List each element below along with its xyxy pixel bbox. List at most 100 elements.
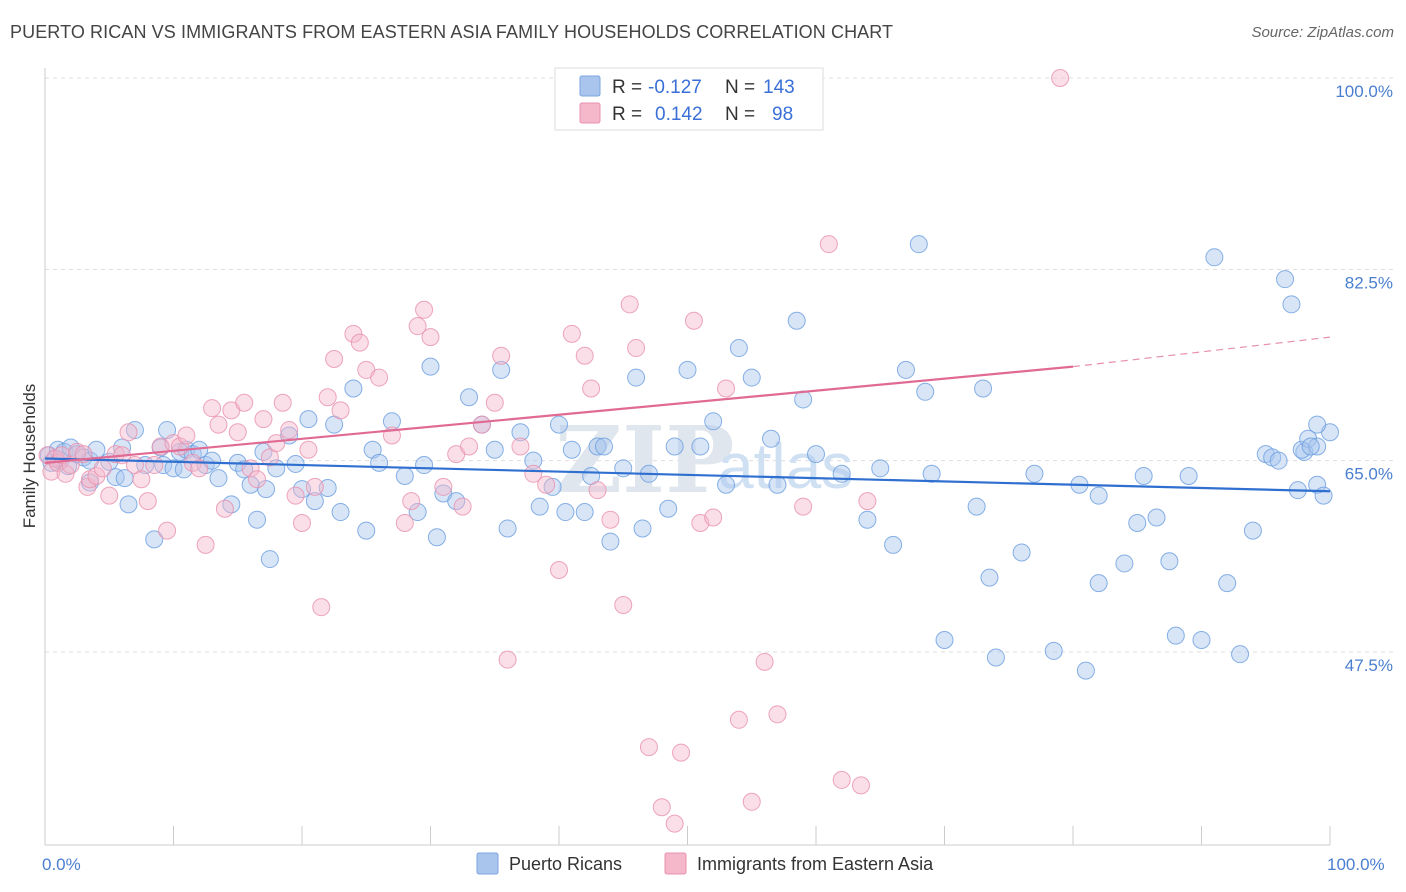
point-s0-46 <box>305 492 324 511</box>
legend-n-label-1: N = <box>725 104 755 125</box>
point-s1-90 <box>755 652 774 671</box>
chart-title: PUERTO RICAN VS IMMIGRANTS FROM EASTERN … <box>10 22 894 42</box>
point-s0-131 <box>1282 295 1301 314</box>
point-s1-65 <box>485 393 504 412</box>
point-s0-53 <box>370 453 389 472</box>
legend-r-value-0: -0.127 <box>648 77 702 98</box>
point-s1-27 <box>190 459 209 478</box>
point-s1-94 <box>832 770 851 789</box>
point-s1-95 <box>851 776 870 795</box>
point-s1-79 <box>627 339 646 358</box>
point-s1-18 <box>132 470 151 489</box>
point-s1-14 <box>106 445 125 464</box>
point-s0-107 <box>980 568 999 587</box>
point-s0-136 <box>1269 451 1288 470</box>
point-s0-37 <box>248 510 267 529</box>
point-s1-93 <box>819 235 838 254</box>
point-s1-71 <box>550 561 568 579</box>
point-s1-46 <box>312 598 331 617</box>
point-s0-104 <box>935 630 954 649</box>
point-s0-65 <box>492 360 511 379</box>
x-tick-label-max: 100.0% <box>1327 855 1385 874</box>
trend-line-eastern-asia-extension <box>1072 336 1331 368</box>
point-s0-51 <box>357 521 376 540</box>
legend-top: R = -0.127 N = 143 R = 0.142 N = 98 <box>554 67 824 131</box>
point-s1-12 <box>93 459 112 478</box>
point-s0-68 <box>524 451 543 470</box>
point-s0-83 <box>659 499 678 518</box>
point-s0-119 <box>1147 508 1166 527</box>
point-s0-101 <box>909 235 928 254</box>
point-s0-20 <box>145 530 164 549</box>
point-s1-96 <box>858 492 877 511</box>
point-s1-58 <box>415 300 434 319</box>
point-s1-22 <box>158 521 177 540</box>
point-s0-58 <box>421 357 440 376</box>
trend-line-puerto-ricans <box>44 457 1331 493</box>
legend-bottom: Puerto Ricans Immigrants from Eastern As… <box>476 852 934 875</box>
point-s1-16 <box>119 423 138 442</box>
point-s1-74 <box>582 379 601 398</box>
point-s0-91 <box>762 429 781 448</box>
point-s0-142 <box>1301 437 1320 456</box>
point-s0-74 <box>575 503 594 522</box>
point-s0-120 <box>1160 552 1179 571</box>
point-s1-82 <box>665 814 684 833</box>
series-immigrants-eastern-asia <box>38 69 1070 833</box>
point-s1-31 <box>215 499 234 518</box>
point-s0-134 <box>1308 475 1327 494</box>
y-tick-label-0: 47.5% <box>1345 656 1393 675</box>
point-s0-100 <box>896 360 915 379</box>
point-s0-59 <box>427 528 446 547</box>
point-s0-109 <box>1012 543 1031 562</box>
point-s1-80 <box>639 738 658 757</box>
point-s0-122 <box>1179 466 1198 485</box>
point-s1-67 <box>498 650 517 669</box>
point-s1-60 <box>434 477 453 496</box>
point-s0-114 <box>1089 486 1108 505</box>
point-s0-117 <box>1128 513 1147 532</box>
point-s0-81 <box>633 519 652 538</box>
point-s0-47 <box>318 479 337 497</box>
legend-swatch-eastern-asia <box>579 102 601 124</box>
point-s0-103 <box>922 464 941 483</box>
point-s0-78 <box>601 532 620 551</box>
point-s1-11 <box>87 466 106 485</box>
point-s0-89 <box>729 339 748 358</box>
y-tick-labels: 47.5% 65.0% 82.5% 100.0% <box>1335 82 1393 675</box>
point-s1-20 <box>145 456 164 475</box>
point-s0-116 <box>1115 554 1134 573</box>
point-s0-135 <box>1314 486 1333 505</box>
point-s1-56 <box>402 492 421 511</box>
point-s0-93 <box>787 311 806 330</box>
point-s0-90 <box>742 368 761 387</box>
point-s0-121 <box>1166 626 1185 645</box>
point-s0-64 <box>485 440 504 459</box>
point-s1-81 <box>652 798 671 817</box>
point-s0-110 <box>1025 464 1044 483</box>
point-s1-47 <box>318 388 337 407</box>
point-s1-84 <box>684 311 703 330</box>
point-s0-52 <box>363 440 382 459</box>
point-s0-56 <box>408 503 427 522</box>
point-s0-39 <box>257 480 276 499</box>
point-s1-39 <box>267 434 286 453</box>
y-tick-label-1: 65.0% <box>1345 465 1393 484</box>
point-s0-99 <box>884 535 903 554</box>
point-s0-105 <box>967 497 986 516</box>
point-s1-76 <box>601 510 620 529</box>
point-s0-76 <box>588 437 607 456</box>
legend-swatch-puerto-ricans <box>579 75 601 97</box>
point-s1-59 <box>421 328 440 347</box>
point-s0-92 <box>768 475 787 494</box>
x-tick-labels: 0.0% 100.0% <box>42 855 1385 874</box>
point-s0-111 <box>1044 641 1063 660</box>
trend-line-eastern-asia <box>44 365 1074 464</box>
point-s1-36 <box>248 470 267 489</box>
point-s1-64 <box>472 415 491 434</box>
point-s1-49 <box>331 401 350 420</box>
point-s1-89 <box>742 792 761 811</box>
point-s0-26 <box>174 460 193 479</box>
point-s1-88 <box>729 710 748 729</box>
point-s1-68 <box>511 437 530 456</box>
